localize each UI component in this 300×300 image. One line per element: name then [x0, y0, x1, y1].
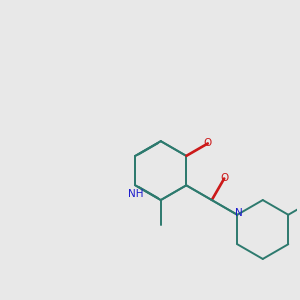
Text: NH: NH — [128, 189, 143, 199]
Text: O: O — [220, 173, 228, 183]
Text: N: N — [235, 208, 243, 218]
Text: O: O — [204, 138, 212, 148]
